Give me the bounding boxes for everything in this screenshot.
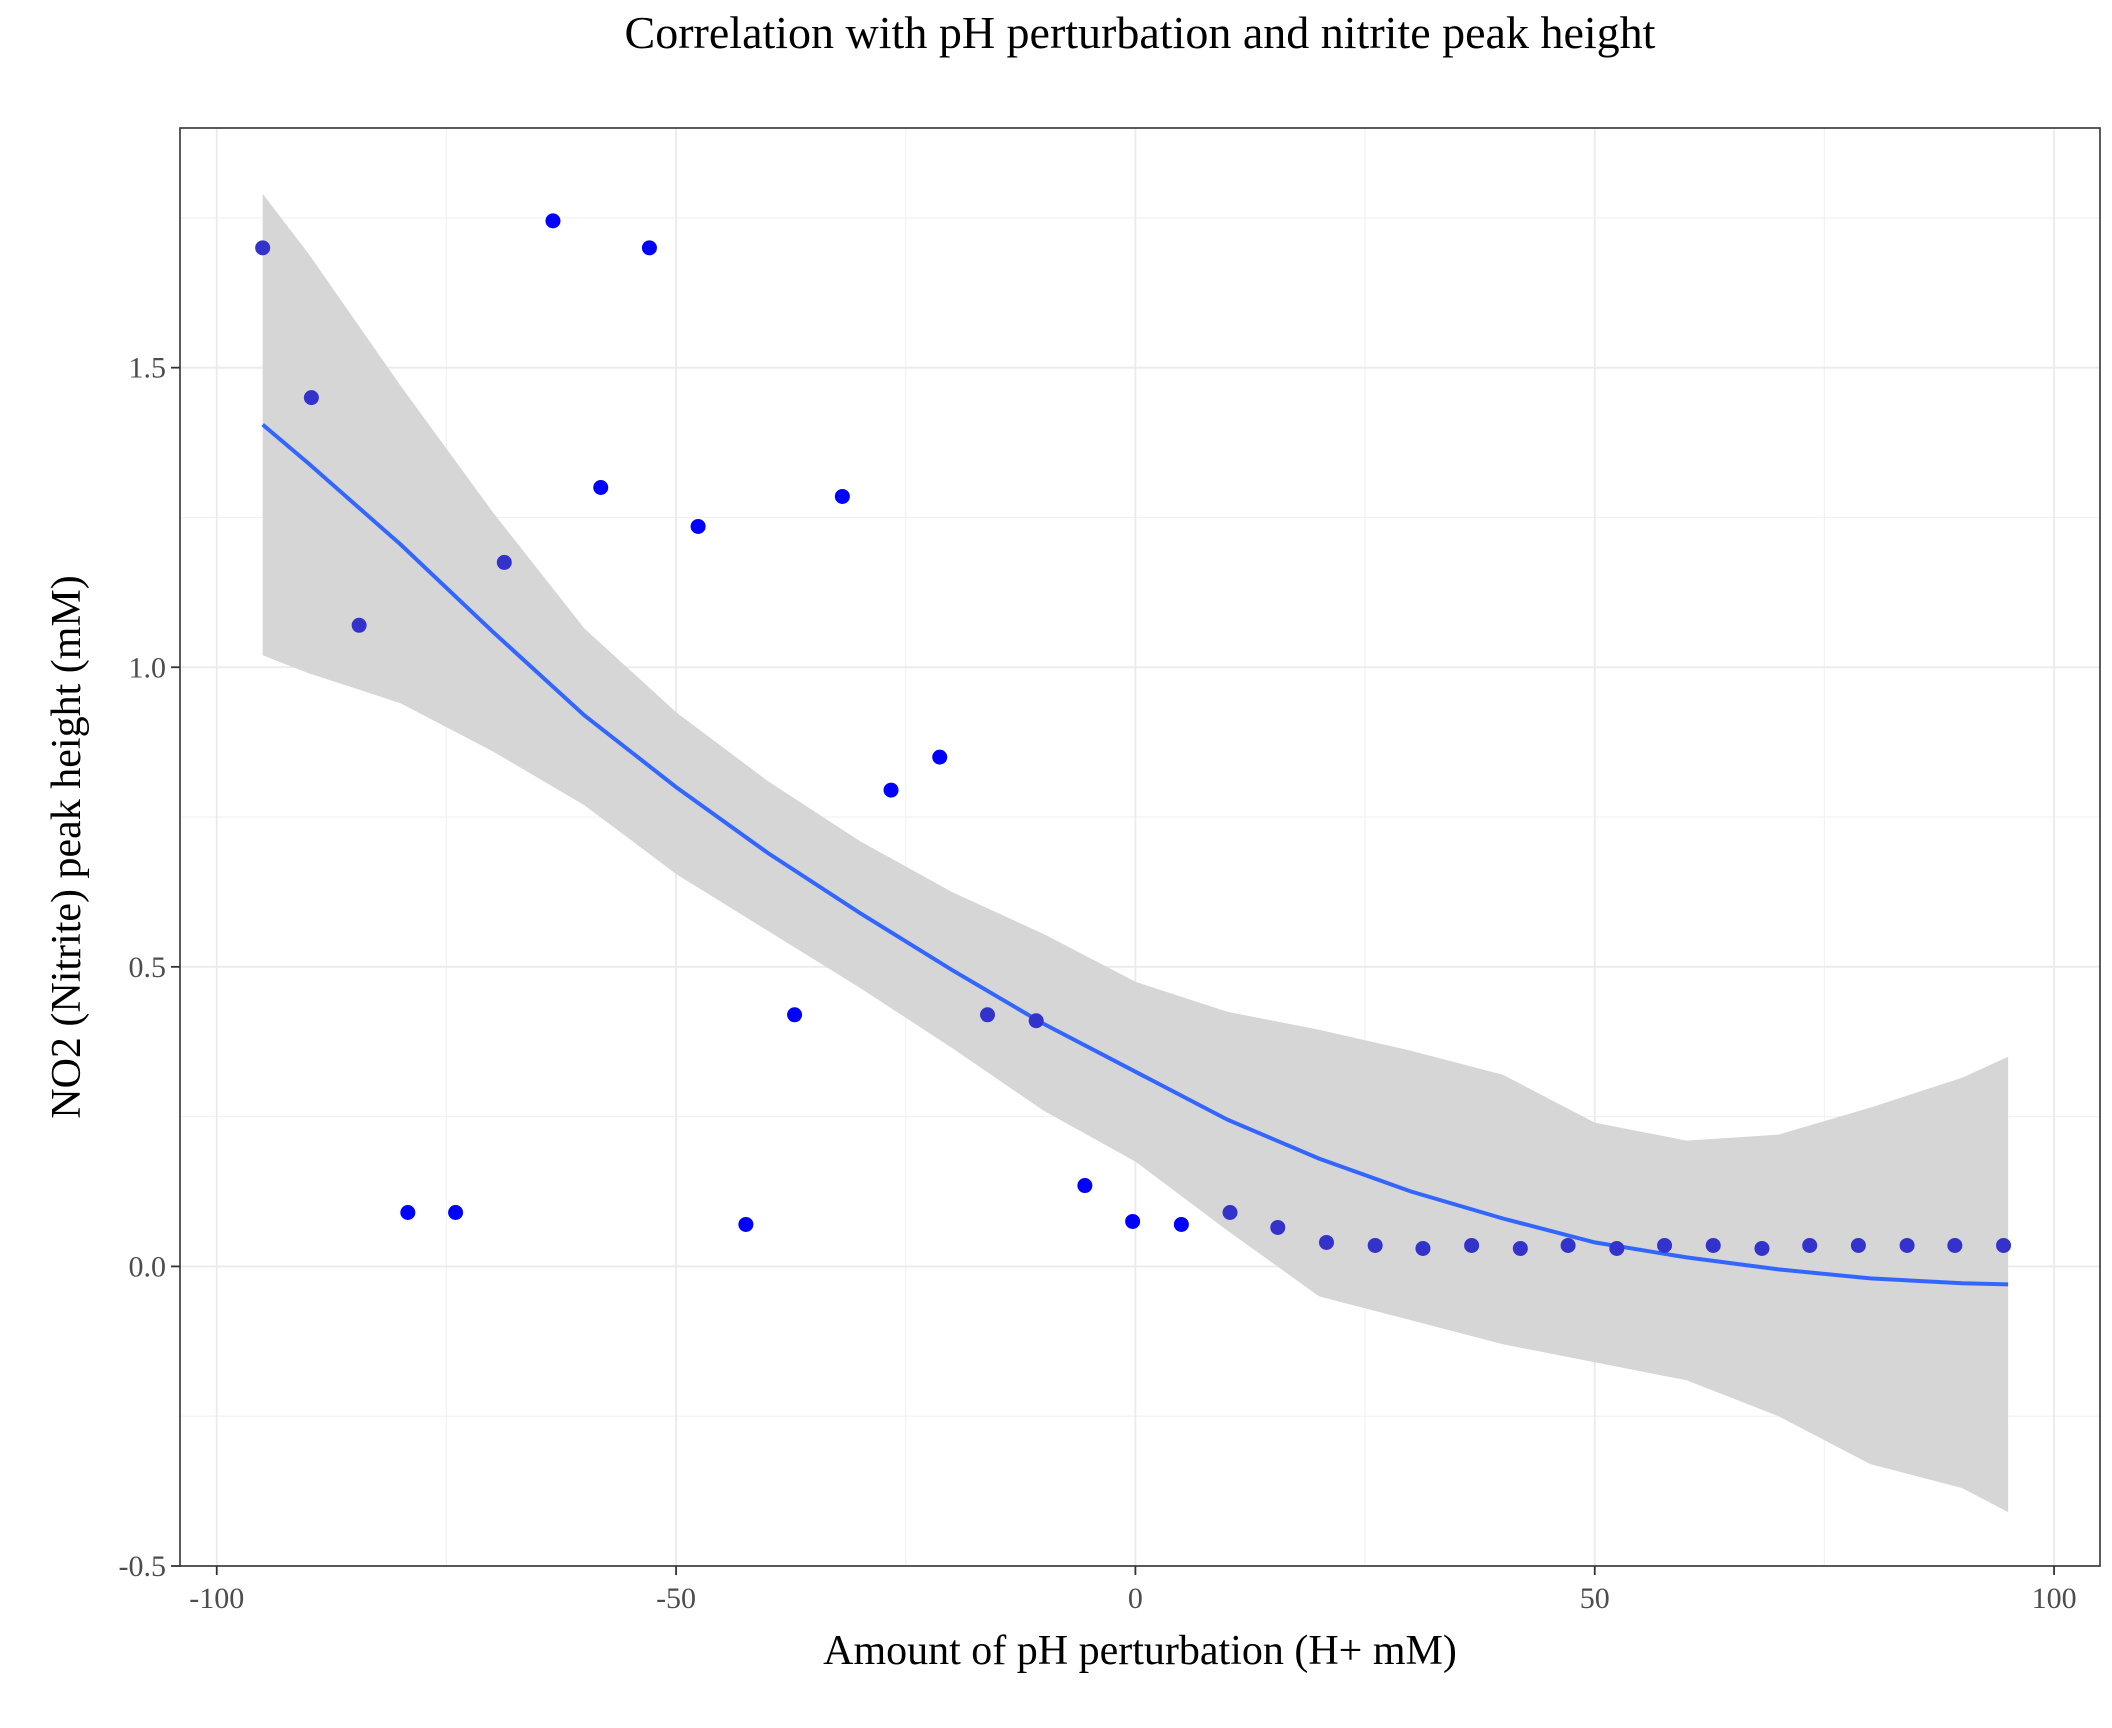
data-point [738, 1216, 754, 1232]
data-point [834, 488, 850, 504]
data-point [1222, 1204, 1238, 1220]
data-point [400, 1204, 416, 1220]
data-points [255, 213, 2012, 1256]
data-point [1947, 1237, 1963, 1253]
data-point [1318, 1234, 1334, 1250]
chart-title: Correlation with pH perturbation and nit… [625, 7, 1656, 58]
x-axis-ticks: -100 -50 0 50 100 [189, 1566, 2077, 1615]
y-tick-label: 0.5 [129, 951, 167, 984]
y-tick-label: 1.0 [129, 651, 167, 684]
data-point [1173, 1216, 1189, 1232]
y-tick-label: -0.5 [119, 1550, 167, 1583]
data-point [1270, 1219, 1286, 1235]
data-point [1367, 1237, 1383, 1253]
x-tick-label: 50 [1580, 1582, 1610, 1615]
data-point [1996, 1237, 2012, 1253]
data-point [1609, 1240, 1625, 1256]
data-point [1899, 1237, 1915, 1253]
data-point [351, 617, 367, 633]
data-point [883, 782, 899, 798]
data-point [1754, 1240, 1770, 1256]
x-tick-label: 0 [1128, 1582, 1143, 1615]
y-axis-ticks: -0.5 0.0 0.5 1.0 1.5 [119, 352, 180, 1583]
data-point [980, 1007, 996, 1023]
data-point [1464, 1237, 1480, 1253]
data-point [1802, 1237, 1818, 1253]
data-point [496, 554, 512, 570]
data-point [1705, 1237, 1721, 1253]
data-point [448, 1204, 464, 1220]
data-point [593, 480, 609, 495]
data-point [1560, 1237, 1576, 1253]
confidence-band [262, 193, 2009, 1513]
data-point [1850, 1237, 1866, 1253]
data-point [1028, 1013, 1044, 1029]
data-point [545, 213, 561, 229]
fit-line [261, 423, 2009, 1287]
plot-border [179, 127, 2101, 1567]
data-point [1125, 1213, 1141, 1229]
data-point [641, 240, 657, 256]
data-point [1415, 1240, 1431, 1256]
data-point [932, 749, 948, 765]
x-tick-label: 100 [2032, 1582, 2077, 1615]
x-tick-label: -50 [656, 1582, 696, 1615]
data-point [787, 1007, 803, 1023]
y-tick-label: 1.5 [129, 352, 167, 385]
x-axis-title: Amount of pH perturbation (H+ mM) [823, 1628, 1457, 1674]
data-point [303, 390, 319, 406]
data-point [1077, 1178, 1093, 1194]
x-tick-label: -100 [189, 1582, 244, 1615]
data-point [255, 240, 271, 256]
y-tick-label: 0.0 [129, 1250, 167, 1283]
data-point [1657, 1237, 1673, 1253]
data-point [690, 518, 706, 534]
y-axis-title: NO2 (Nitrite) peak height (mM) [44, 575, 90, 1119]
data-point [1512, 1240, 1528, 1256]
